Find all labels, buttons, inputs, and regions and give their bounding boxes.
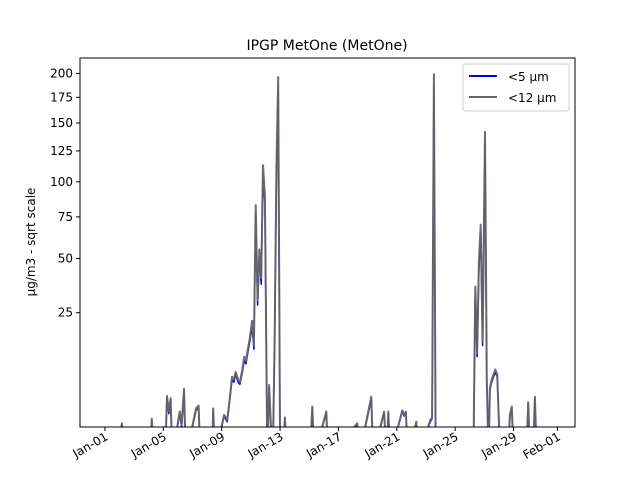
x-tick-label: Jan-01 — [70, 429, 111, 461]
legend: <5 µm <12 µm — [462, 63, 570, 112]
series-line-pm12 — [120, 73, 537, 427]
x-tick-label: Jan-09 — [186, 429, 227, 461]
y-tick-label: 200 — [50, 66, 73, 80]
x-axis: Jan-01 Jan-05 Jan-09 Jan-13 Jan-17 Jan-21 Jan-… — [70, 427, 563, 462]
y-tick-label: 150 — [50, 116, 73, 130]
x-tick-label: Jan-29 — [478, 429, 519, 461]
x-tick-label: Jan-13 — [245, 429, 286, 461]
x-tick-label: Feb-01 — [520, 429, 562, 462]
x-tick-label: Jan-25 — [420, 429, 461, 461]
x-tick-label: Jan-21 — [361, 429, 402, 461]
plot-frame — [79, 57, 576, 428]
x-tick-label: Jan-17 — [303, 429, 344, 461]
y-tick-label: 125 — [50, 144, 73, 158]
x-tick-label: Jan-05 — [128, 429, 169, 461]
series-layer — [120, 73, 537, 427]
legend-label-pm5: <5 µm — [508, 70, 549, 84]
y-tick-label: 25 — [58, 306, 73, 320]
y-tick-label: 75 — [58, 210, 73, 224]
legend-label-pm12: <12 µm — [508, 91, 556, 105]
y-axis: 25 50 75 100 125 150 175 200 — [50, 66, 80, 320]
y-tick-label: 50 — [58, 251, 73, 265]
y-tick-label: 100 — [50, 175, 73, 189]
chart-title: IPGP MetOne (MetOne) — [246, 38, 407, 54]
y-tick-label: 175 — [50, 90, 73, 104]
y-axis-label: µg/m3 - sqrt scale — [24, 188, 38, 297]
